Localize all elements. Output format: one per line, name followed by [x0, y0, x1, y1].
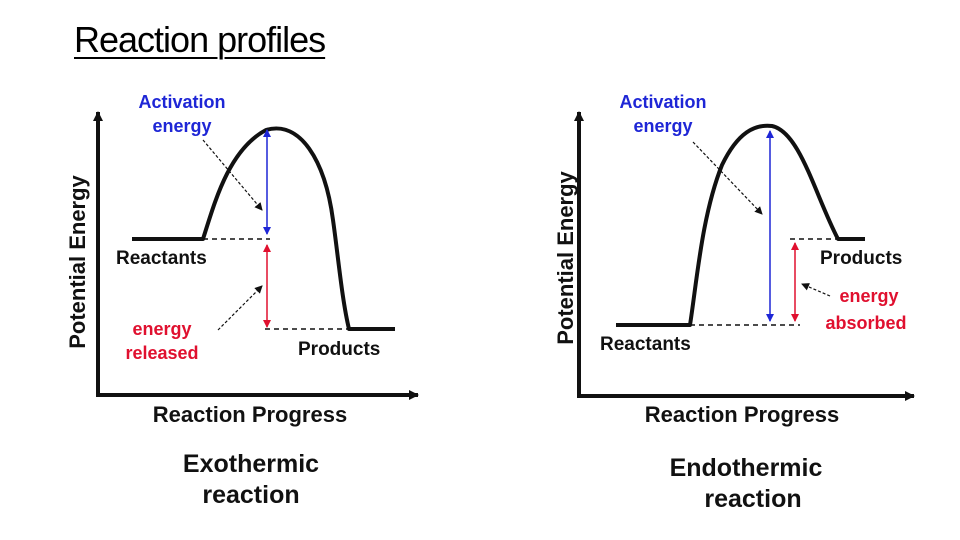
endo-energy-curve: [616, 123, 865, 327]
exo-reactants-label: Reactants: [116, 248, 207, 269]
exo-energy-label-line2: released: [125, 343, 198, 363]
exo-products-label: Products: [298, 339, 380, 360]
exo-energy-curve: [132, 126, 395, 331]
endo-activation-label-line2: energy: [633, 116, 692, 136]
exo-energy-label-line1: energy: [132, 319, 191, 339]
endo-caption-line2: reaction: [704, 485, 801, 513]
exo-x-axis-label: Reaction Progress: [153, 402, 347, 427]
endo-caption-line1: Endothermic: [670, 454, 823, 482]
endo-reactants-label: Reactants: [600, 334, 691, 355]
exo-y-axis-label: Potential Energy: [65, 174, 90, 348]
endo-energy-label-line2: absorbed: [825, 313, 906, 333]
exo-caption-line1: Exothermic: [183, 450, 319, 478]
exo-activation-pointer: [202, 139, 263, 211]
slide-title: Reaction profiles: [74, 19, 326, 60]
endo-x-axis-label: Reaction Progress: [645, 402, 839, 427]
exo-energy-pointer: [217, 285, 263, 331]
endo-activation-label-line1: Activation: [619, 92, 706, 112]
endo-energy-pointer: [801, 283, 831, 297]
exo-caption-line2: reaction: [202, 481, 299, 509]
endothermic-profile: Activation energy Products Reactants ene…: [553, 92, 915, 513]
endo-energy-label-line1: energy: [839, 286, 898, 306]
endo-products-label: Products: [820, 248, 902, 269]
exo-activation-label-line1: Activation: [138, 92, 225, 112]
endo-activation-pointer: [692, 141, 763, 215]
exo-activation-label-line2: energy: [152, 116, 211, 136]
endo-y-axis-label: Potential Energy: [553, 170, 578, 344]
exothermic-profile: Activation energy Reactants Products ene…: [65, 92, 419, 509]
